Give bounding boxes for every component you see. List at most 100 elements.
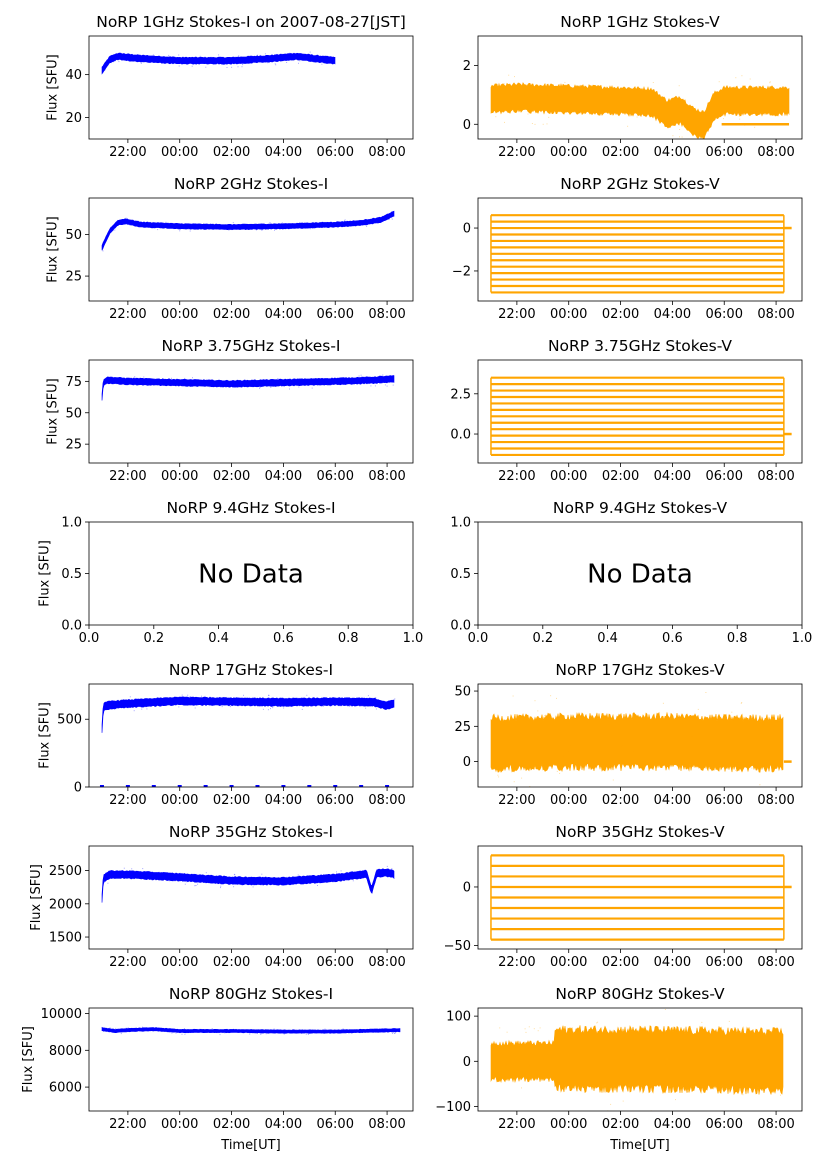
data-point-i2	[137, 220, 139, 222]
data-point-i2	[163, 226, 165, 228]
x-tick-label: 06:00	[706, 307, 743, 322]
data-point-i3	[234, 384, 236, 386]
data-point-v1	[643, 90, 645, 92]
data-point-i7	[224, 1032, 226, 1034]
data-point-v1	[672, 135, 674, 137]
series-i5	[99, 694, 396, 787]
y-axis-label: Flux [SFU]	[46, 378, 61, 445]
data-point-v7	[780, 1094, 781, 1096]
y-tick-label: 6000	[49, 1081, 82, 1096]
data-point-i3	[143, 376, 145, 378]
y-tick-label: 2000	[49, 897, 82, 912]
data-point-v5	[574, 737, 576, 739]
data-point-i3	[156, 381, 158, 383]
data-point-i6	[197, 883, 199, 885]
data-point-v7	[634, 1053, 635, 1055]
data-band-v5	[490, 711, 784, 773]
data-point-i5	[187, 694, 189, 696]
data-point-i7	[248, 1030, 250, 1031]
subplot-v5: 22:00 00:00 02:00 04:00 06:00 08:00 0 25 50 NoRP …	[454, 661, 803, 808]
x-tick-label: 02:00	[602, 1117, 639, 1132]
subplot-title: NoRP 9.4GHz Stokes-I	[166, 499, 335, 517]
data-point-i6	[194, 885, 196, 887]
subplot-title: NoRP 1GHz Stokes-I on 2007-08-27[JST]	[96, 13, 406, 31]
data-point-i3	[379, 377, 381, 379]
x-tick-label: 22:00	[498, 1117, 535, 1132]
data-point-i7	[103, 1027, 105, 1029]
data-point-i3	[386, 385, 388, 387]
data-point-i2	[363, 220, 365, 222]
data-point-i2	[348, 221, 350, 223]
data-point-i5	[129, 696, 131, 698]
x-tick-label: 0.8	[727, 631, 748, 646]
x-tick-label: 22:00	[109, 307, 146, 322]
data-point-i6	[164, 878, 166, 880]
data-point-v5	[537, 710, 539, 712]
x-tick-label: 08:00	[757, 793, 794, 808]
data-point-i2	[269, 222, 271, 224]
data-point-i1	[118, 61, 120, 63]
data-point-v1	[681, 136, 683, 138]
data-point-v7	[528, 1064, 530, 1066]
data-point-v7	[506, 1031, 508, 1033]
x-tick-label: 02:00	[213, 307, 250, 322]
x-tick-label: 04:00	[265, 955, 302, 970]
data-point-v7	[659, 1081, 661, 1083]
data-point-i7	[211, 1028, 213, 1030]
data-point-v7	[689, 1112, 690, 1113]
data-point-i1	[241, 61, 242, 63]
data-point-i3	[384, 384, 386, 386]
subplot-i2: 22:00 00:00 02:00 04:00 06:00 08:00 25 50 NoRP 2…	[46, 175, 414, 322]
data-point-v1	[636, 116, 638, 118]
data-point-v1	[605, 101, 607, 103]
data-point-v1	[766, 113, 768, 115]
x-tick-label: 22:00	[109, 1117, 146, 1132]
data-point-i1	[249, 59, 251, 61]
data-point-i2	[102, 250, 104, 252]
data-point-i7	[392, 1032, 394, 1034]
data-band-i3	[101, 375, 395, 401]
data-point-i2	[175, 225, 177, 227]
data-point-i1	[242, 64, 244, 66]
data-point-i6	[261, 873, 263, 875]
data-point-i7	[208, 1031, 210, 1033]
data-point-i7	[307, 1033, 309, 1035]
data-point-i7	[183, 1028, 185, 1030]
data-point-i6	[316, 880, 318, 882]
data-point-i1	[314, 60, 316, 62]
y-tick-label: 50	[65, 406, 82, 421]
y-axis-label: Flux [SFU]	[46, 216, 61, 283]
data-point-i1	[136, 54, 138, 56]
data-point-v1	[531, 123, 533, 124]
data-point-v1	[749, 78, 751, 80]
data-point-i1	[311, 60, 313, 61]
data-point-v7	[525, 1031, 527, 1033]
data-point-i7	[184, 1033, 186, 1035]
data-point-i5	[320, 704, 322, 706]
x-tick-label: 08:00	[368, 145, 405, 160]
data-point-i3	[171, 377, 172, 379]
data-point-i1	[325, 59, 327, 61]
data-point-i3	[111, 377, 113, 379]
data-point-i1	[235, 56, 237, 58]
data-point-i7	[387, 1032, 389, 1033]
data-point-v5	[550, 695, 552, 697]
x-tick-label: 02:00	[213, 793, 250, 808]
data-point-i5	[117, 707, 119, 708]
data-point-i3	[195, 384, 197, 386]
y-tick-label: 1.0	[450, 516, 471, 531]
y-tick-label: 100	[446, 1010, 471, 1025]
data-point-v5	[742, 723, 744, 725]
data-point-i5	[283, 707, 285, 709]
data-point-i3	[240, 381, 242, 383]
data-point-v7	[665, 1063, 667, 1065]
data-point-i5	[194, 707, 196, 709]
data-point-i3	[305, 382, 307, 384]
data-point-v5	[498, 776, 500, 778]
y-tick-label: 75	[65, 375, 82, 390]
data-point-i1	[288, 53, 290, 54]
axes-frame	[88, 1007, 414, 1112]
x-tick-label: 0.8	[338, 631, 359, 646]
data-point-v5	[692, 736, 694, 738]
subplot-i3: 22:00 00:00 02:00 04:00 06:00 08:00 25 50 75 NoRP…	[46, 337, 414, 484]
